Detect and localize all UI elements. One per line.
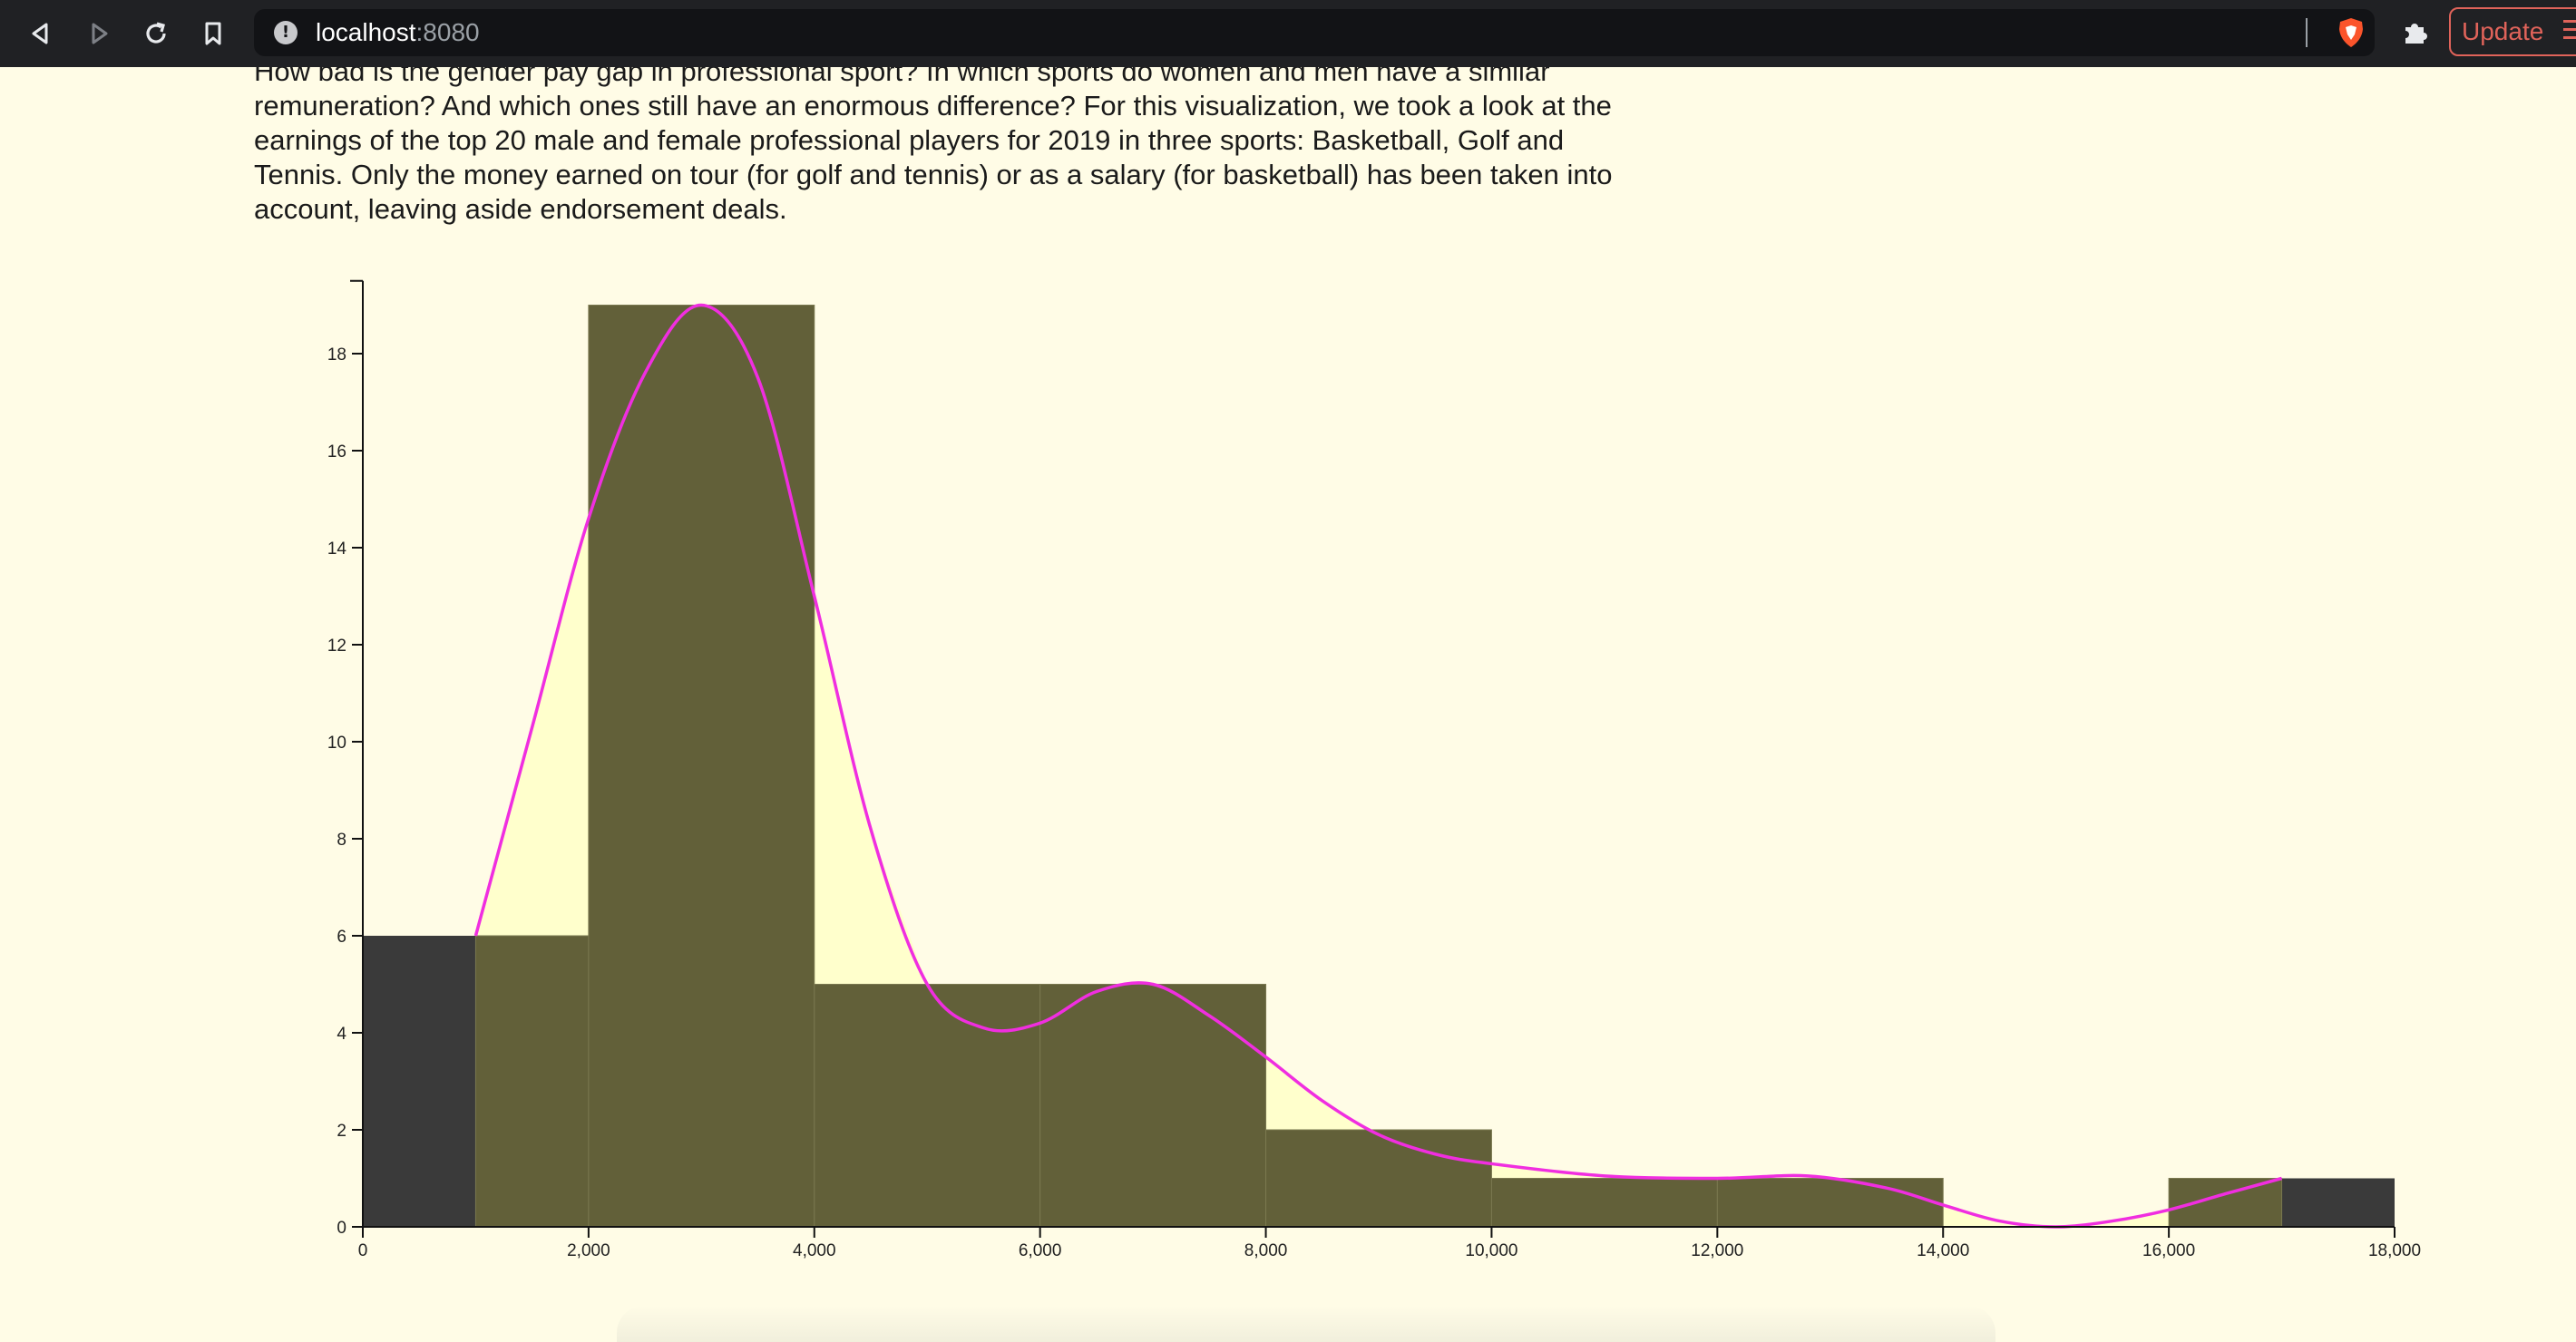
- y-tick-label-9: 18: [327, 345, 346, 365]
- y-tick-label-7: 14: [327, 540, 347, 559]
- y-tick-label-2: 4: [337, 1025, 346, 1044]
- url-host: localhost: [316, 18, 416, 46]
- x-tick-label-5: 10,000: [1465, 1241, 1517, 1260]
- y-tick-label-4: 8: [337, 831, 346, 850]
- brave-shields-icon[interactable]: [2335, 16, 2367, 49]
- reload-icon[interactable]: [137, 15, 175, 53]
- x-tick-label-4: 8,000: [1244, 1241, 1288, 1260]
- y-tick-label-6: 12: [327, 637, 346, 656]
- x-tick-label-6: 12,000: [1691, 1241, 1743, 1260]
- bar-olive-1: [588, 305, 815, 1228]
- x-tick-label-0: 0: [358, 1241, 368, 1260]
- y-tick-label-0: 0: [337, 1219, 346, 1238]
- bar-olive-3: [1039, 984, 1267, 1228]
- x-tick-label-1: 2,000: [567, 1241, 610, 1260]
- menu-icon[interactable]: [2563, 20, 2576, 44]
- density-curve: [473, 303, 2283, 1229]
- forward-icon[interactable]: [80, 15, 118, 53]
- bar-olive-7: [2168, 1178, 2283, 1228]
- x-tick-label-8: 16,000: [2142, 1241, 2195, 1260]
- y-tick-label-5: 10: [327, 734, 346, 753]
- bar-olive-4: [1265, 1129, 1492, 1228]
- bar-olive-6: [1716, 1178, 1944, 1228]
- update-label: Update: [2462, 17, 2544, 45]
- back-icon[interactable]: [22, 15, 60, 53]
- y-tick-label-3: 6: [337, 928, 346, 947]
- x-tick-label-2: 4,000: [793, 1241, 836, 1260]
- intro-paragraph: How bad is the gender pay gap in profess…: [254, 67, 1613, 225]
- url-text[interactable]: localhost:8080: [316, 18, 480, 47]
- bar-olive-5: [1490, 1178, 1718, 1228]
- extensions-icon[interactable]: [2400, 16, 2433, 49]
- url-port: :8080: [415, 18, 480, 46]
- bar-olive-2: [814, 984, 1041, 1228]
- bookmark-icon[interactable]: [194, 15, 232, 53]
- bar-olive-0: [474, 935, 590, 1228]
- intro-clip: How bad is the gender pay gap in profess…: [0, 67, 2576, 248]
- address-bar[interactable]: ! localhost:8080: [254, 9, 2375, 56]
- x-tick-label-7: 14,000: [1917, 1241, 1969, 1260]
- x-tick-label-3: 6,000: [1019, 1241, 1062, 1260]
- y-tick-label-8: 16: [327, 442, 346, 462]
- url-separator: [2306, 18, 2308, 47]
- update-button[interactable]: Update: [2449, 7, 2576, 56]
- y-tick-label-1: 2: [337, 1122, 346, 1141]
- footer-shadow: [617, 1306, 1995, 1342]
- browser-toolbar: ! localhost:8080 Update: [0, 0, 2576, 67]
- x-tick-label-9: 18,000: [2368, 1241, 2421, 1260]
- site-info-icon[interactable]: !: [274, 21, 298, 44]
